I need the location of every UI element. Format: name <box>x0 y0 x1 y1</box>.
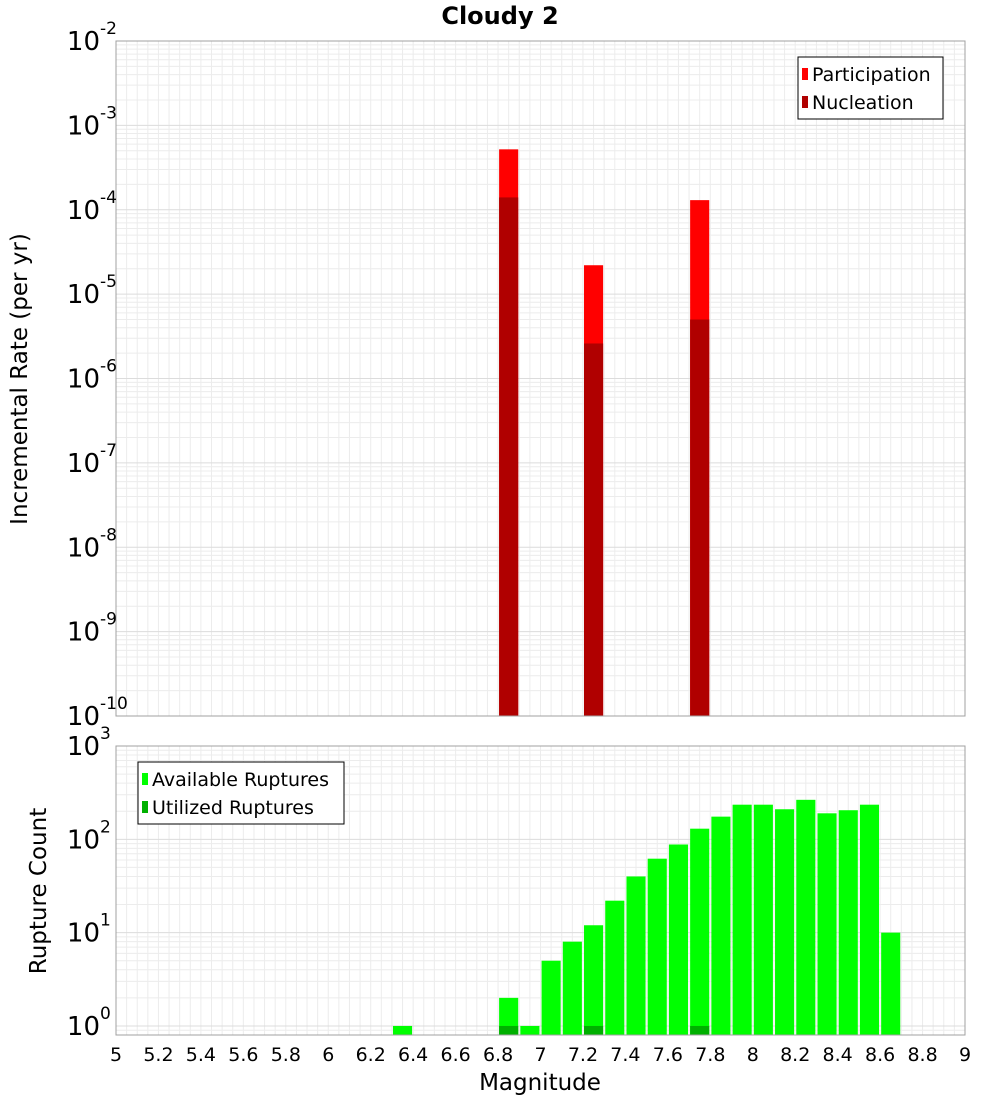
x-tick-label: 7 <box>534 1044 546 1066</box>
y-tick-exponent: 2 <box>100 817 111 837</box>
count-bar <box>605 900 625 1035</box>
count-bar <box>541 960 561 1035</box>
y-tick-exponent: -9 <box>100 610 117 630</box>
y-tick-label: 10 <box>67 618 100 648</box>
x-tick-label: 8.4 <box>823 1044 853 1066</box>
x-tick-label: 5.6 <box>228 1044 258 1066</box>
count-bar <box>626 876 646 1035</box>
top-y-axis-label: Incremental Rate (per yr) <box>7 233 33 525</box>
legend: Available Ruptures Utilized Ruptures <box>137 761 345 825</box>
x-tick-label: 5 <box>110 1044 122 1066</box>
x-axis-label: Magnitude <box>479 1070 601 1096</box>
count-bar <box>732 804 752 1035</box>
y-tick-exponent: -7 <box>100 441 117 461</box>
y-tick-label: 10 <box>67 27 100 57</box>
count-bar <box>499 1025 519 1035</box>
legend-label: Utilized Ruptures <box>152 797 314 819</box>
count-bar <box>690 1025 710 1035</box>
y-tick-exponent: -5 <box>100 272 117 292</box>
count-bar <box>584 925 604 1035</box>
y-tick-exponent: -2 <box>100 19 117 39</box>
count-bar <box>753 804 773 1035</box>
x-tick-label: 6.6 <box>440 1044 470 1066</box>
plot-frame <box>115 40 966 717</box>
y-tick-label: 10 <box>67 825 100 855</box>
y-tick-exponent: 1 <box>100 911 111 931</box>
x-tick-label: 5.4 <box>186 1044 216 1066</box>
legend-box <box>797 56 944 120</box>
x-tick-label: 6.2 <box>356 1044 386 1066</box>
count-bar <box>690 828 710 1035</box>
count-bar <box>796 799 816 1035</box>
x-tick-label: 7.2 <box>568 1044 598 1066</box>
y-tick-exponent: 3 <box>100 724 111 744</box>
y-tick-label: 10 <box>67 919 100 949</box>
y-tick-label: 10 <box>67 449 100 479</box>
y-tick-exponent: -6 <box>100 357 117 377</box>
rate-bar <box>584 343 604 716</box>
legend: Participation Nucleation <box>797 56 944 120</box>
x-tick-label: 7.8 <box>695 1044 725 1066</box>
legend-label: Available Ruptures <box>152 769 329 791</box>
x-tick-label: 5.2 <box>143 1044 173 1066</box>
y-tick-label: 10 <box>67 732 100 762</box>
count-bar <box>647 858 667 1035</box>
y-tick-label: 10 <box>67 1012 100 1042</box>
x-tick-label: 6.8 <box>483 1044 513 1066</box>
bottom-y-axis-label: Rupture Count <box>26 808 52 974</box>
y-tick-exponent: -8 <box>100 525 117 545</box>
x-tick-label: 5.8 <box>271 1044 301 1066</box>
count-bar <box>859 804 880 1035</box>
count-bar <box>584 1025 604 1035</box>
x-tick-label: 8.6 <box>865 1044 895 1066</box>
rate-bar <box>690 319 710 716</box>
x-tick-label: 7.6 <box>653 1044 683 1066</box>
count-bar <box>520 1025 540 1035</box>
count-bar <box>711 816 731 1035</box>
x-tick-label: 8.2 <box>780 1044 810 1066</box>
count-bar <box>817 813 837 1035</box>
count-bar <box>668 844 689 1035</box>
y-tick-label: 10 <box>67 533 100 563</box>
chart-title: Cloudy 2 <box>441 2 558 30</box>
legend-label: Nucleation <box>812 92 914 114</box>
y-tick-label: 10 <box>67 280 100 310</box>
x-tick-label: 9 <box>959 1044 971 1066</box>
count-bar <box>562 941 582 1035</box>
x-tick-label: 7.4 <box>610 1044 640 1066</box>
y-tick-exponent: -3 <box>100 103 117 123</box>
count-panel: 10 010 110 210 35 5.2 5.4 5.6 5.8 6 6.2 6.4 6.6 6.8 7 7… <box>67 724 971 1066</box>
legend-swatch <box>142 773 148 785</box>
count-bar <box>881 932 901 1035</box>
rate-bar <box>499 197 519 717</box>
x-tick-label: 6 <box>322 1044 334 1066</box>
legend-swatch <box>142 801 148 813</box>
count-bar <box>499 997 519 1035</box>
legend-label: Participation <box>812 64 931 86</box>
count-bar <box>838 810 858 1035</box>
y-tick-label: 10 <box>67 365 100 395</box>
count-bar <box>775 809 795 1035</box>
x-tick-label: 8 <box>747 1044 759 1066</box>
legend-swatch <box>802 96 808 108</box>
y-tick-exponent: 0 <box>100 1004 111 1024</box>
y-tick-exponent: -10 <box>100 694 128 714</box>
x-tick-label: 6.4 <box>398 1044 428 1066</box>
y-tick-label: 10 <box>67 702 100 732</box>
legend-box <box>137 761 345 825</box>
y-tick-exponent: -4 <box>100 188 117 208</box>
y-tick-label: 10 <box>67 196 100 226</box>
y-tick-label: 10 <box>67 111 100 141</box>
plot-frame <box>115 745 966 1036</box>
count-bar <box>392 1025 413 1035</box>
x-tick-label: 8.8 <box>907 1044 937 1066</box>
legend-swatch <box>802 68 808 80</box>
